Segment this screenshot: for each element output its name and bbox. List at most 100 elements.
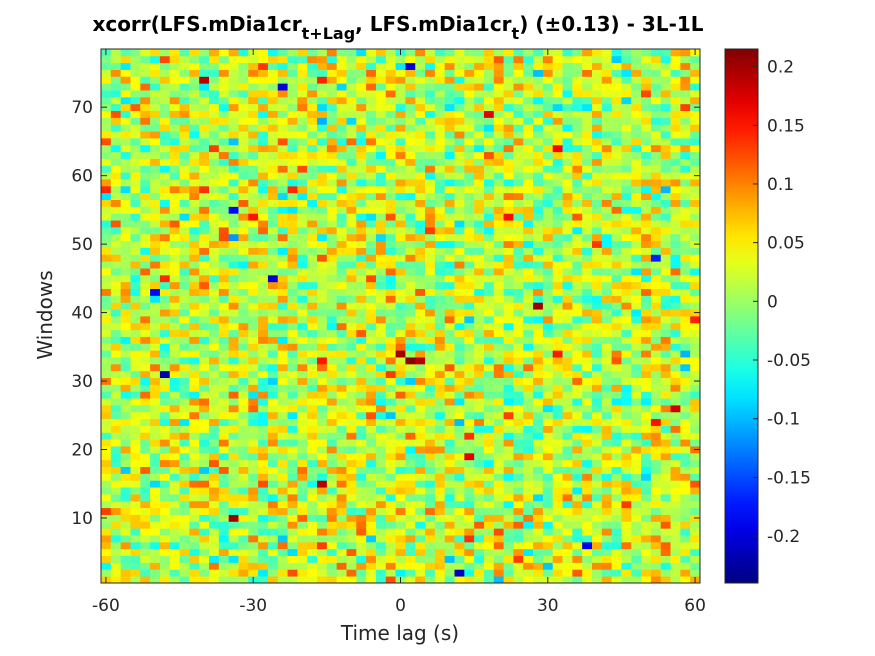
heatmap-cell — [120, 124, 131, 132]
heatmap-cell — [248, 151, 259, 159]
heatmap-cell — [385, 90, 396, 98]
heatmap-cell — [248, 268, 259, 276]
heatmap-cell — [336, 548, 347, 557]
heatmap-cell — [140, 459, 151, 468]
heatmap-cell — [650, 240, 662, 248]
heatmap-cell — [415, 254, 426, 262]
heatmap-cell — [562, 90, 573, 98]
heatmap-cell — [218, 240, 230, 248]
heatmap-cell — [601, 62, 613, 70]
heatmap-cell — [631, 151, 642, 159]
heatmap-cell — [326, 138, 338, 146]
heatmap-cell — [346, 55, 357, 64]
heatmap-cell — [690, 521, 701, 529]
heatmap-cell — [307, 179, 318, 187]
heatmap-cell — [670, 240, 681, 248]
heatmap-cell — [307, 555, 318, 563]
heatmap-cell — [287, 405, 298, 413]
heatmap-cell — [434, 466, 446, 474]
heatmap-cell — [375, 69, 387, 77]
heatmap-cell — [287, 165, 298, 173]
heatmap-cell — [641, 103, 652, 112]
heatmap-cell — [110, 124, 122, 132]
heatmap-cell — [140, 555, 151, 563]
heatmap-cell — [179, 124, 190, 132]
heatmap-cell — [425, 507, 436, 515]
heatmap-cell — [552, 425, 563, 433]
heatmap-cell — [199, 151, 210, 159]
heatmap-cell — [326, 514, 338, 522]
heatmap-cell — [444, 240, 455, 248]
heatmap-cell — [562, 405, 573, 413]
heatmap-cell — [385, 151, 396, 159]
heatmap-cell — [474, 473, 485, 481]
heatmap-cell — [425, 261, 436, 269]
heatmap-cell — [562, 247, 573, 255]
y-tick-label: 70 — [71, 98, 93, 118]
heatmap-cell — [690, 76, 701, 84]
heatmap-cell — [572, 425, 583, 433]
heatmap-cell — [542, 131, 554, 139]
heatmap-cell — [493, 391, 505, 399]
heatmap-cell — [110, 179, 122, 187]
heatmap-cell — [493, 55, 505, 64]
heatmap-cell — [611, 138, 622, 146]
heatmap-cell — [199, 418, 210, 426]
heatmap-cell — [660, 90, 671, 98]
heatmap-cell — [297, 90, 308, 98]
heatmap-cell — [238, 117, 249, 125]
heatmap-cell — [317, 425, 328, 433]
heatmap-cell — [572, 507, 583, 515]
heatmap-cell — [444, 398, 455, 406]
heatmap-cell — [258, 309, 269, 317]
heatmap-cell — [258, 192, 269, 201]
heatmap-cell — [179, 322, 190, 331]
heatmap-cell — [641, 185, 652, 194]
heatmap-cell — [523, 110, 534, 118]
heatmap-cell — [454, 521, 465, 529]
heatmap-cell — [660, 199, 671, 207]
heatmap-cell — [238, 405, 249, 413]
heatmap-cell — [405, 158, 416, 166]
heatmap-cell — [621, 398, 632, 406]
heatmap-cell — [317, 466, 328, 474]
heatmap-cell — [523, 254, 534, 262]
heatmap-cell — [660, 535, 671, 543]
heatmap-cell — [267, 62, 279, 70]
heatmap-cell — [366, 185, 377, 194]
heatmap-cell — [228, 110, 239, 118]
heatmap-cell — [356, 240, 367, 248]
heatmap-cell — [425, 363, 436, 372]
heatmap-cell — [415, 151, 426, 159]
heatmap-cell — [375, 295, 387, 303]
heatmap-cell — [562, 494, 573, 502]
heatmap-cell — [464, 411, 475, 420]
heatmap-cell — [336, 363, 347, 372]
heatmap-cell — [346, 370, 357, 379]
heatmap-cell — [493, 233, 505, 242]
heatmap-cell — [159, 158, 171, 166]
heatmap-cell — [425, 144, 436, 153]
heatmap-cell — [582, 473, 593, 481]
heatmap-cell — [425, 528, 436, 536]
heatmap-cell — [346, 103, 357, 112]
heatmap-cell — [317, 521, 328, 529]
heatmap-cell — [297, 500, 308, 509]
heatmap-cell — [101, 268, 112, 276]
heatmap-cell — [474, 76, 485, 84]
heatmap-cell — [464, 144, 475, 153]
heatmap-cell — [130, 459, 141, 468]
heatmap-cell — [591, 487, 603, 495]
heatmap-cell — [385, 411, 396, 420]
heatmap-cell — [641, 459, 652, 468]
heatmap-cell — [366, 569, 377, 577]
heatmap-cell — [179, 336, 190, 344]
heatmap-cell — [641, 487, 652, 495]
heatmap-cell — [582, 220, 593, 228]
heatmap-cell — [533, 576, 544, 584]
heatmap-cell — [650, 336, 662, 344]
heatmap-cell — [336, 144, 347, 153]
heatmap-cell — [326, 418, 338, 426]
heatmap-cell — [503, 535, 514, 543]
heatmap-cell — [209, 179, 220, 187]
